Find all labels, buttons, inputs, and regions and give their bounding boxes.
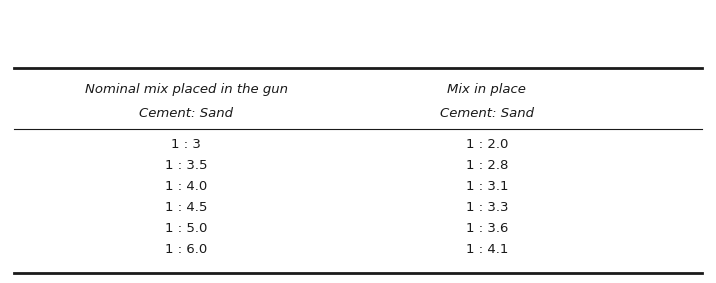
Text: Mix in place: Mix in place <box>448 83 526 96</box>
Text: Cement: Sand: Cement: Sand <box>440 107 534 120</box>
Text: 1 : 3.1: 1 : 3.1 <box>465 180 508 193</box>
Text: 1 : 3.3: 1 : 3.3 <box>465 201 508 214</box>
Text: 1 : 4.0: 1 : 4.0 <box>165 180 208 193</box>
Text: 1 : 2.8: 1 : 2.8 <box>465 159 508 172</box>
Text: 1 : 6.0: 1 : 6.0 <box>165 243 208 256</box>
Text: 1 : 5.0: 1 : 5.0 <box>165 222 208 235</box>
Text: 1 : 4.1: 1 : 4.1 <box>465 243 508 256</box>
Text: 1 : 3.6: 1 : 3.6 <box>465 222 508 235</box>
Text: Nominal mix placed in the gun: Nominal mix placed in the gun <box>84 83 288 96</box>
Text: 1 : 2.0: 1 : 2.0 <box>465 138 508 151</box>
Text: 1 : 3: 1 : 3 <box>171 138 201 151</box>
Text: 1 : 4.5: 1 : 4.5 <box>165 201 208 214</box>
Text: 1 : 3.5: 1 : 3.5 <box>165 159 208 172</box>
Text: Cement: Sand: Cement: Sand <box>139 107 233 120</box>
